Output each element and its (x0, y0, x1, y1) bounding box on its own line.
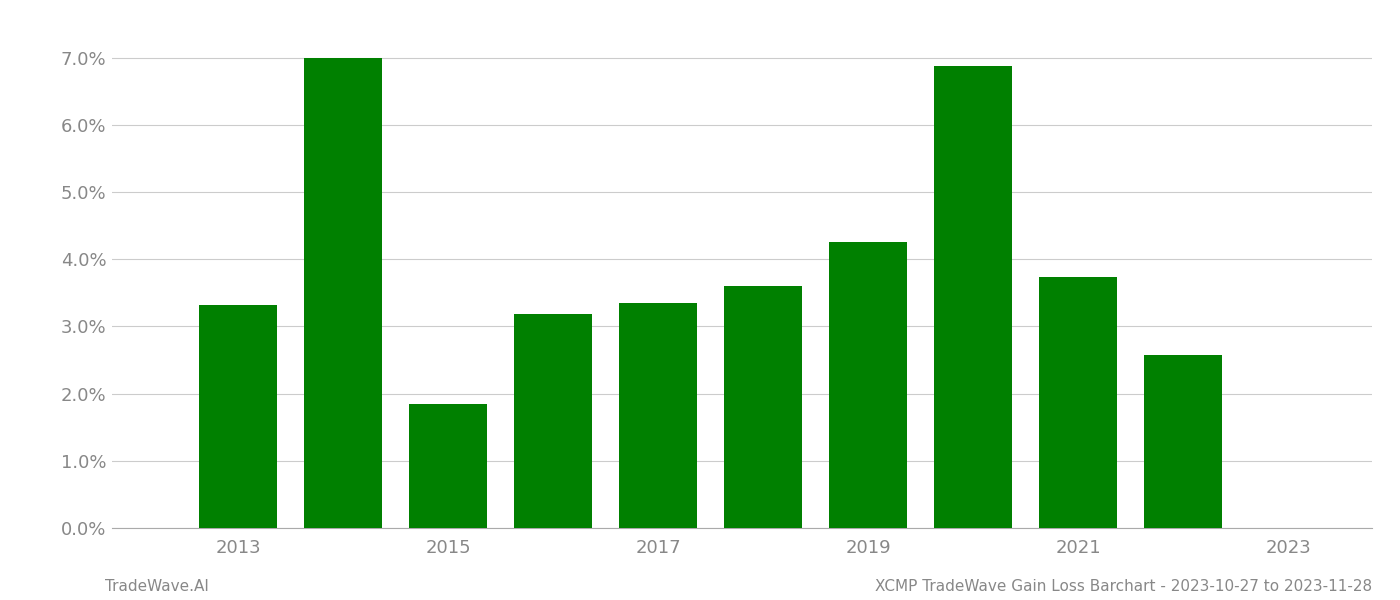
Text: TradeWave.AI: TradeWave.AI (105, 579, 209, 594)
Bar (1144, 355, 1222, 528)
Text: XCMP TradeWave Gain Loss Barchart - 2023-10-27 to 2023-11-28: XCMP TradeWave Gain Loss Barchart - 2023… (875, 579, 1372, 594)
Bar (829, 242, 907, 528)
Bar (619, 303, 697, 528)
Bar (304, 58, 382, 528)
Bar (1039, 277, 1117, 528)
Bar (514, 314, 592, 528)
Bar (934, 65, 1012, 528)
Bar (199, 305, 277, 528)
Bar (724, 286, 802, 528)
Bar (409, 404, 487, 528)
